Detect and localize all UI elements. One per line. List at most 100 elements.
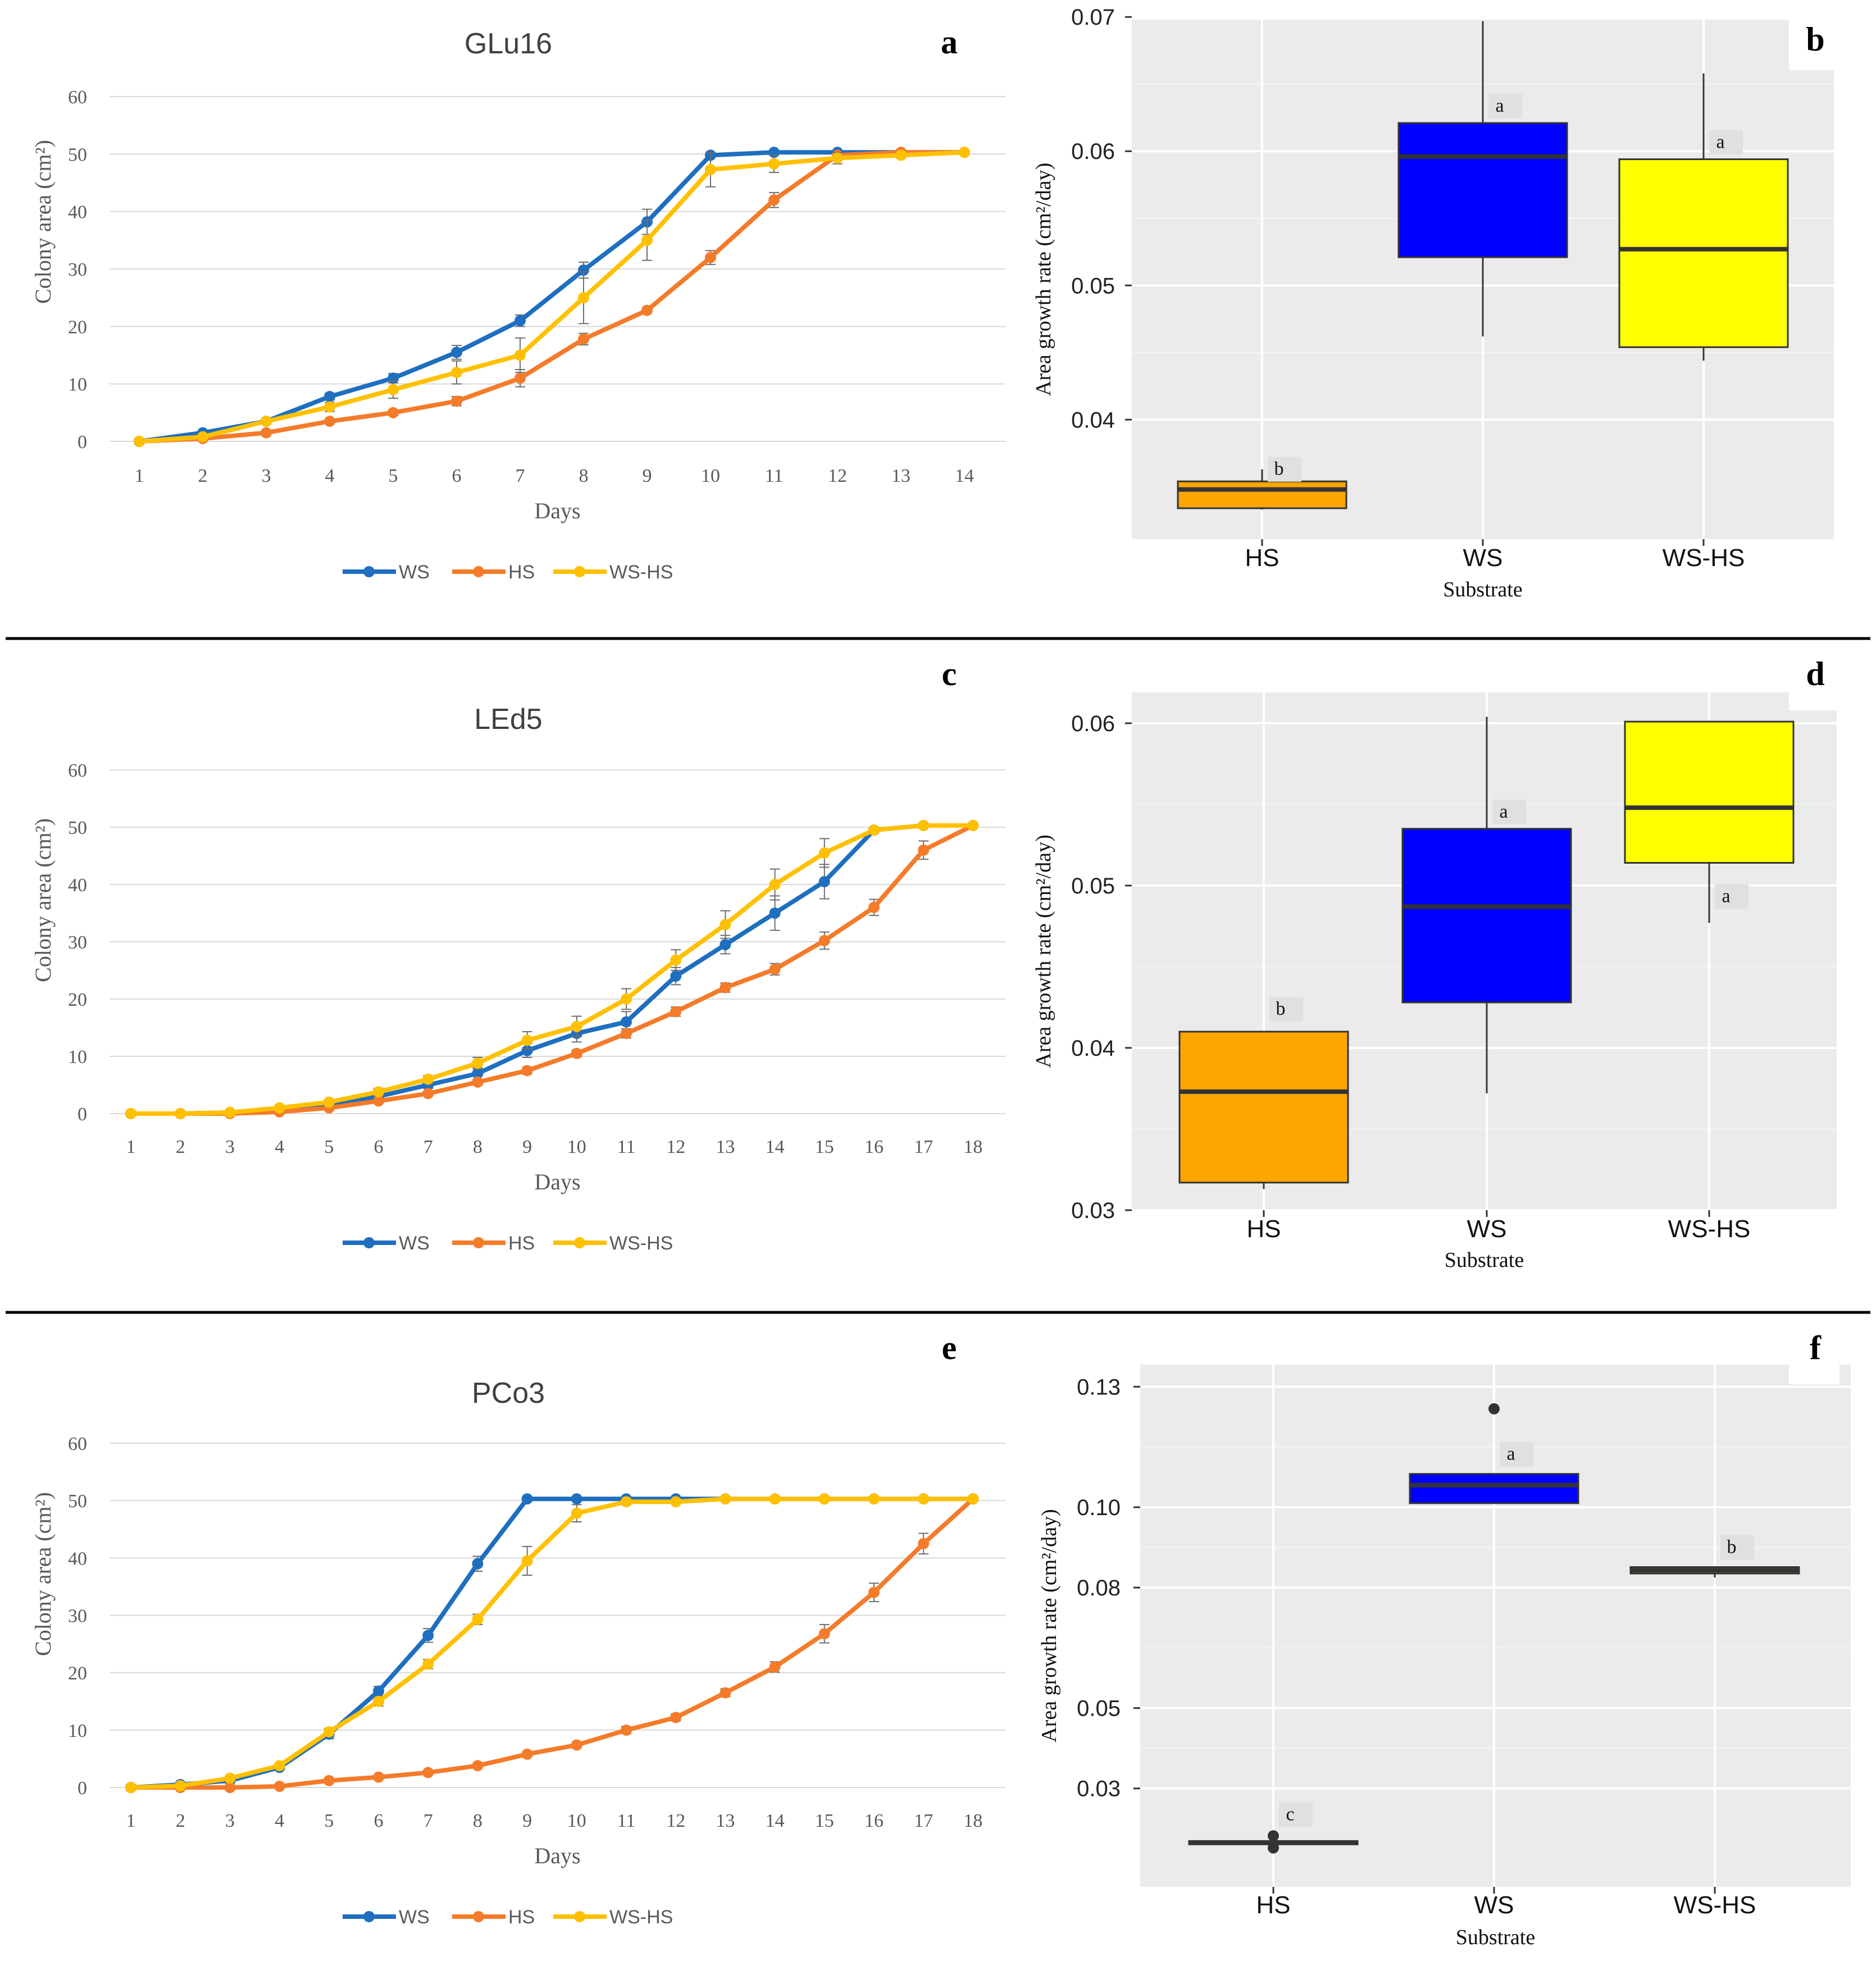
data-point [621,1496,632,1508]
data-point [274,1102,285,1114]
legend-swatch-marker [363,1237,375,1248]
data-point [451,395,462,407]
data-point [571,1047,582,1059]
data-point [197,431,208,443]
series-line [129,823,976,1116]
chart-title: PCo3 [472,1377,545,1410]
data-point [670,1712,682,1723]
legend-label: WS [399,562,430,583]
y-tick-label: 0.04 [1071,408,1115,432]
data-point [134,436,145,447]
y-tick-label: 60 [68,760,87,781]
data-point [373,1095,384,1107]
x-tick-label: 8 [579,466,589,486]
data-point [521,1065,533,1077]
x-tick-label: 11 [765,466,784,486]
data-point [818,847,830,859]
data-point [818,875,830,887]
y-tick-label: 50 [68,1491,87,1512]
x-tick-label: 17 [914,1137,933,1157]
data-point [323,1726,335,1737]
series-ws-hs [134,147,970,447]
series-line [129,1497,976,1790]
panel-letter: e [942,1329,957,1366]
series-line [129,1497,976,1790]
y-tick-label: 50 [68,144,87,165]
data-point [451,367,462,378]
data-point [621,1016,632,1028]
y-axis-label: Area growth rate (cm²/day) [1032,163,1055,396]
data-point [388,384,399,395]
data-point [705,163,716,175]
data-point [472,1760,484,1772]
x-tick-label: 3 [262,466,271,486]
data-point [868,901,880,913]
data-point [769,907,781,919]
box-ws: a [1397,21,1568,337]
data-point [514,372,526,384]
chart-title: LEd5 [474,703,542,736]
data-point [641,234,653,246]
x-tick-label: 2 [198,466,208,486]
box-plot-d: 0.03 0.04 0.05 0.06 b HS a WS a WS-HS Substrate Are… [1032,655,1839,1272]
data-point [274,1780,285,1792]
y-tick-label: 10 [68,375,87,395]
data-point [261,427,272,439]
data-point [967,819,979,831]
y-tick-label: 50 [68,818,87,838]
legend-label: HS [508,1907,535,1928]
data-point [422,1088,434,1100]
data-point [621,1028,632,1039]
x-tick-label: 6 [374,1137,384,1157]
significance-letter: a [1499,801,1508,822]
data-point [720,919,731,931]
x-tick-label: 9 [522,1810,532,1831]
data-point [578,333,589,345]
x-tick-label: 9 [522,1137,532,1157]
x-tick-label: 13 [891,466,910,486]
x-tick-label: 14 [955,466,974,486]
significance-letter: c [1286,1804,1294,1825]
x-tick-label: 7 [424,1810,433,1831]
legend-swatch-marker [363,566,375,577]
y-tick-label: 0 [78,1104,87,1125]
plot-panel [1140,1365,1851,1887]
legend: WS HS WS-HS [343,562,673,583]
data-point [768,194,780,206]
box-ws: a [1401,717,1572,1093]
data-point [720,939,731,951]
x-axis-label: Days [534,1169,580,1194]
data-point [769,963,781,975]
x-tick-label: 16 [864,1137,884,1157]
data-point [514,349,526,361]
x-tick-label: 3 [225,1810,235,1831]
data-point [868,824,880,836]
data-point [578,292,589,304]
panel-letter-bg [1789,1331,1839,1384]
panel-letter-bg [1789,657,1839,710]
data-point [895,149,907,161]
series-ws-hs [125,1493,979,1793]
box-ws: a [1409,1403,1579,1504]
legend-swatch-marker [473,1237,484,1248]
y-tick-label: 0.03 [1077,1777,1121,1802]
y-axis-label: Colony area (cm²) [30,1492,56,1656]
y-tick-label: 30 [68,1606,87,1627]
data-point [373,1695,384,1707]
y-axis-label: Colony area (cm²) [30,818,56,982]
data-point [621,993,632,1005]
y-tick-label: 0.07 [1071,5,1115,30]
data-point [918,844,930,856]
x-tick-label: 11 [617,1137,636,1157]
sig-label-bg [1709,130,1743,155]
y-tick-label: 0 [78,432,87,453]
data-point [868,1493,880,1505]
y-axis-label: Colony area (cm²) [30,140,56,304]
y-tick-label: 20 [68,1663,87,1684]
data-point [323,1096,335,1108]
sig-label-bg [1269,997,1303,1022]
x-tick-label: HS [1246,1215,1281,1243]
data-point [472,1068,484,1079]
data-point [472,1558,484,1570]
